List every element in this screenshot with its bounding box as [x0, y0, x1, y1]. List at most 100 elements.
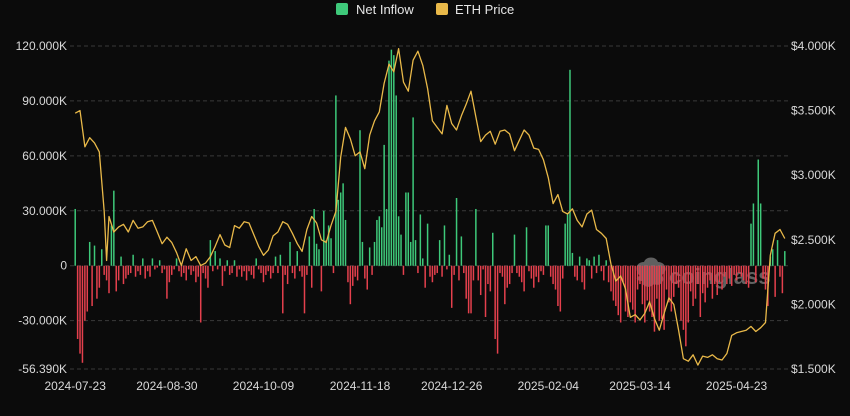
inflow-bar: [752, 203, 755, 266]
inflow-bar: [279, 254, 282, 266]
outflow-bar: [726, 265, 728, 285]
outflow-bar: [161, 265, 163, 274]
legend-label-net-inflow: Net Inflow: [356, 2, 414, 17]
outflow-bar: [303, 265, 306, 314]
outflow-bar: [272, 265, 274, 274]
outflow-bar: [199, 265, 202, 323]
outflow-bar: [721, 265, 723, 290]
x-tick-label: 2024-10-09: [233, 379, 295, 393]
outflow-bar: [332, 265, 335, 274]
outflow-bar: [81, 265, 84, 363]
outflow-bar: [603, 265, 605, 281]
outflow-bar: [764, 265, 767, 290]
inflow-bar: [368, 247, 371, 266]
inflow-bar: [405, 192, 407, 266]
outflow-bar: [665, 265, 668, 290]
outflow-bar: [487, 265, 489, 285]
inflow-bar: [448, 254, 451, 266]
outflow-bar: [187, 265, 190, 270]
y-right-tick-label: $1.500K: [791, 362, 836, 376]
inflow-bar: [598, 254, 600, 266]
x-tick-label: 2024-12-26: [421, 379, 483, 393]
outflow-bar: [494, 265, 496, 339]
outflow-bar: [286, 265, 289, 285]
outflow-bar: [576, 265, 578, 281]
outflow-bar: [697, 265, 699, 285]
outflow-bar: [310, 265, 313, 288]
outflow-bar: [424, 265, 426, 288]
inflow-bar: [759, 203, 762, 266]
outflow-bar: [245, 265, 248, 281]
outflow-bar: [692, 265, 694, 307]
outflow-bar: [178, 265, 180, 272]
outflow-bar: [677, 265, 680, 288]
inflow-bar: [438, 240, 441, 266]
inflow-bar: [419, 214, 422, 266]
inflow-bar: [327, 225, 330, 266]
inflow-bar: [337, 199, 340, 266]
inflow-bar: [335, 95, 337, 266]
outflow-bar: [180, 265, 183, 277]
outflow-bar: [607, 265, 610, 283]
outflow-bar: [660, 265, 663, 319]
outflow-bar: [533, 265, 535, 288]
inflow-bar: [142, 258, 144, 266]
inflow-bar: [513, 234, 516, 266]
y-right-tick-label: $4.000K: [791, 39, 836, 53]
inflow-bar: [566, 214, 569, 266]
inflow-bar: [409, 241, 412, 266]
inflow-bar: [443, 225, 446, 266]
outflow-bar: [641, 265, 644, 305]
outflow-bar: [718, 265, 721, 283]
outflow-bar: [202, 265, 204, 274]
outflow-bar: [687, 265, 689, 323]
outflow-bar: [137, 265, 139, 272]
outflow-bar: [762, 265, 764, 279]
inflow-bar: [426, 223, 429, 266]
outflow-bar: [240, 265, 243, 277]
outflow-bar: [265, 265, 267, 275]
outflow-bar: [689, 265, 692, 292]
outflow-bar: [619, 265, 622, 323]
inflow-bar: [588, 260, 591, 266]
outflow-bar: [583, 265, 586, 290]
y-left-tick-label: 120.000K: [16, 39, 67, 53]
outflow-bar: [470, 265, 472, 314]
inflow-bar: [545, 225, 547, 266]
inflow-bar: [378, 216, 381, 266]
outflow-bar: [192, 265, 195, 272]
outflow-bar: [561, 265, 564, 279]
outflow-bar: [236, 265, 238, 277]
outflow-bar: [504, 265, 506, 305]
outflow-bar: [644, 265, 646, 323]
outflow-bar: [651, 265, 653, 318]
y-left-tick-label: 30.000K: [22, 204, 67, 218]
outflow-bar: [366, 265, 368, 290]
outflow-bar: [634, 265, 636, 323]
y-left-tick-label: 90.000K: [22, 94, 67, 108]
inflow-bar: [750, 223, 752, 266]
outflow-bar: [267, 265, 270, 272]
outflow-bar: [86, 265, 89, 312]
inflow-bar: [395, 95, 397, 266]
outflow-bar: [463, 265, 465, 274]
y-left-tick-label: -30.000K: [18, 314, 67, 328]
left-axis-labels: 120.000K 90.000K 60.000K 30.000K 0 -30.000K -5…: [16, 39, 68, 376]
inflow-bar: [407, 192, 410, 266]
inflow-bar: [578, 256, 581, 266]
outflow-bar: [253, 265, 255, 279]
inflow-bar: [74, 208, 76, 266]
inflow-bar: [393, 55, 395, 266]
outflow-bar: [479, 265, 482, 296]
coinglass-logo-icon: [636, 257, 666, 287]
outflow-bar: [774, 265, 776, 297]
outflow-bar: [472, 265, 475, 281]
outflow-bar: [146, 265, 149, 272]
outflow-bar: [166, 265, 168, 299]
outflow-bar: [489, 265, 492, 292]
outflow-bar: [781, 265, 784, 294]
outflow-bar: [540, 265, 542, 272]
outflow-bar: [656, 265, 658, 299]
outflow-bar: [465, 265, 467, 299]
outflow-bar: [134, 265, 137, 277]
